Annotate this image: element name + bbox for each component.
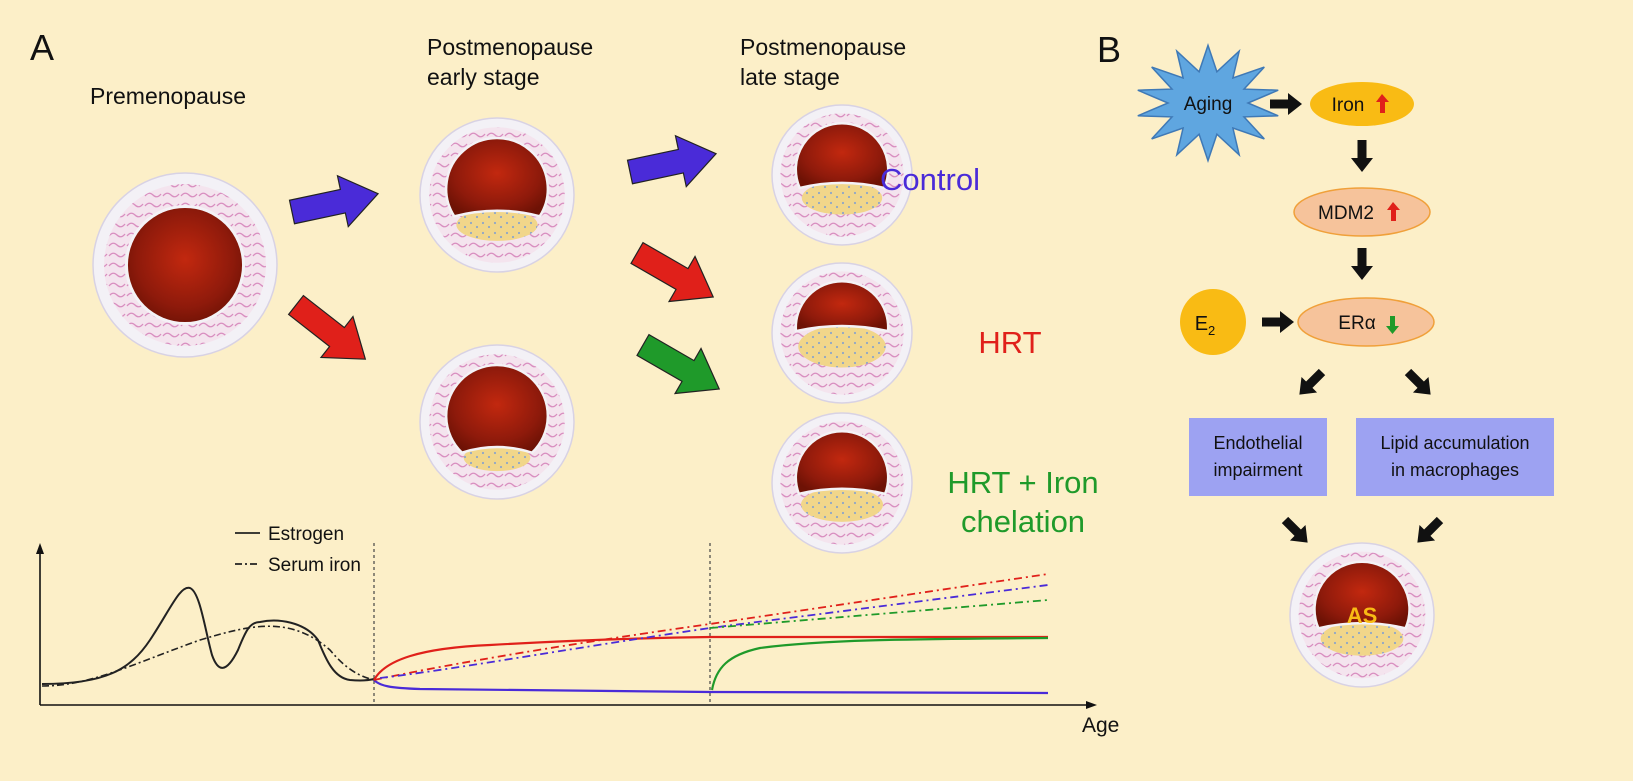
iron-node: Iron (1310, 82, 1414, 126)
estrogen-curve-control (373, 679, 1049, 695)
aging-label: Aging (1184, 94, 1233, 115)
x-axis-arrowhead (1086, 701, 1097, 709)
e2-node: E2 (1180, 289, 1246, 355)
group-hrt-label: HRT (978, 325, 1041, 360)
iron-ellipse (1310, 82, 1414, 126)
stage-post-late-label-line2: late stage (740, 64, 840, 90)
endothelial-label-line2: impairment (1213, 460, 1302, 480)
mdm2-node: MDM2 (1293, 187, 1431, 237)
vessel-lumen (794, 122, 890, 190)
panel-b-letter: B (1097, 29, 1121, 70)
e2-label-subscript: 2 (1208, 323, 1215, 338)
mdm2-label: MDM2 (1318, 203, 1374, 224)
vessel-post-late-hrt-iron (771, 412, 913, 554)
vessel-lumen (1313, 560, 1411, 630)
estrogen-curve-hrt-iron-late (710, 636, 1049, 691)
stage-post-early-label-line2: early stage (427, 64, 540, 90)
vessel-plaque (456, 208, 538, 241)
endothelial-box-bg (1189, 418, 1327, 496)
group-control-label: Control (880, 162, 980, 197)
vessel-plaque (463, 444, 531, 472)
vessel-post-late-hrt (771, 262, 913, 404)
stage-premenopause-label: Premenopause (90, 83, 246, 109)
e2-label-base: E (1195, 313, 1208, 335)
estrogen-curve-hrt (373, 635, 1048, 681)
stage-post-early-label-line1: Postmenopause (427, 34, 593, 60)
vessel-lumen (794, 429, 890, 496)
group-hrt-iron-label-line1: HRT + Iron (947, 465, 1098, 500)
stage-post-late-label-line1: Postmenopause (740, 34, 906, 60)
e2-label: E2 (1195, 313, 1216, 338)
vessel-premenopause (92, 172, 278, 358)
vessel-lumen (794, 280, 890, 333)
serum-iron-curve-premenopause (41, 625, 375, 687)
lipid-label-line1: Lipid accumulation (1380, 433, 1529, 453)
mdm2-ellipse (1293, 187, 1431, 237)
vessel-plaque (801, 181, 883, 215)
as-label: AS (1347, 603, 1378, 628)
aging-burst-shape (1137, 43, 1279, 163)
er-alpha-down-arrow-icon (1386, 316, 1399, 334)
legend-estrogen-label: Estrogen (268, 524, 344, 545)
er-alpha-label: ERα (1338, 313, 1375, 334)
group-hrt-iron-label-line2: chelation (961, 504, 1085, 539)
vessel-as-outcome (1289, 542, 1435, 688)
serum-iron-curve-early-blue (379, 584, 1049, 679)
endothelial-label-line1: Endothelial (1213, 433, 1302, 453)
vessel-post-late-control (771, 104, 913, 246)
mdm2-up-arrow-icon (1387, 202, 1400, 221)
iron-label: Iron (1332, 95, 1365, 116)
vessel-plaque (798, 325, 886, 368)
vessel-plaque (800, 487, 884, 522)
lipid-label-line2: in macrophages (1391, 460, 1519, 480)
aging-node: Aging (1137, 43, 1279, 163)
vessel-post-early-top (419, 117, 575, 273)
vessel-post-early-bottom (419, 344, 575, 500)
endothelial-impairment-box: Endothelial impairment (1189, 418, 1327, 496)
y-axis-arrowhead (36, 543, 44, 554)
lipid-box-bg (1356, 418, 1554, 496)
serum-iron-curve-late-green (709, 599, 1049, 629)
x-axis-label: Age (1082, 714, 1119, 737)
lipid-accumulation-box: Lipid accumulation in macrophages (1356, 418, 1554, 496)
er-alpha-ellipse (1297, 297, 1435, 347)
iron-up-arrow-icon (1376, 94, 1389, 113)
vessel-lumen (444, 363, 550, 455)
er-alpha-node: ERα (1297, 297, 1435, 347)
legend-serum-iron-label: Serum iron (268, 555, 361, 576)
trend-plot: Age Estrogen Serum iron (36, 524, 1119, 737)
panel-a-letter: A (30, 27, 54, 68)
vessel-lumen (444, 136, 550, 218)
vessel-plaque (1320, 621, 1404, 656)
vessel-lumen (127, 207, 243, 323)
estrogen-curve-premenopause (41, 586, 375, 685)
e2-circle (1180, 289, 1246, 355)
